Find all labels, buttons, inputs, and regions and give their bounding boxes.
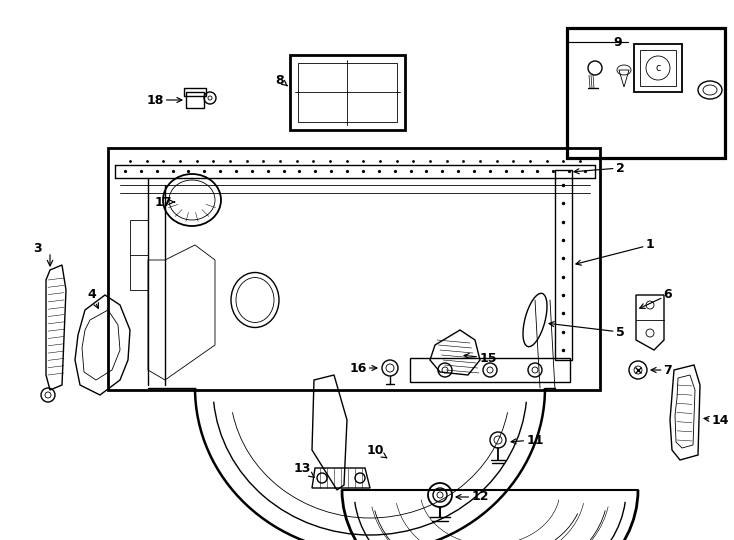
Bar — [298, 63, 397, 122]
Text: 15: 15 — [464, 352, 497, 365]
Text: 6: 6 — [640, 288, 672, 308]
Text: 4: 4 — [87, 288, 98, 308]
Text: 17: 17 — [154, 195, 175, 208]
Bar — [290, 55, 405, 130]
Text: 12: 12 — [456, 490, 489, 503]
Bar — [186, 92, 204, 108]
Text: 9: 9 — [614, 36, 622, 49]
Bar — [640, 50, 676, 86]
Text: 13: 13 — [294, 462, 314, 477]
Bar — [634, 44, 682, 92]
Text: 3: 3 — [34, 241, 43, 254]
Text: 5: 5 — [549, 322, 625, 339]
Text: 10: 10 — [366, 443, 387, 458]
Text: 18: 18 — [146, 93, 182, 106]
Text: 1: 1 — [576, 239, 655, 265]
Text: 7: 7 — [651, 363, 672, 376]
Text: 16: 16 — [349, 361, 377, 375]
Text: c: c — [655, 63, 661, 73]
Text: 2: 2 — [574, 161, 625, 174]
Bar — [567, 28, 725, 158]
Bar — [184, 88, 206, 96]
Text: 11: 11 — [511, 434, 544, 447]
Text: 8: 8 — [276, 73, 287, 86]
Text: 14: 14 — [704, 414, 729, 427]
Bar — [410, 358, 570, 382]
